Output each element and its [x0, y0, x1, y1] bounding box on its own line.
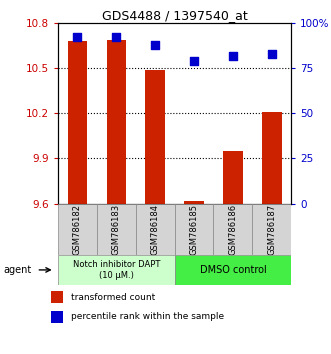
Bar	[252, 204, 291, 255]
Text: GSM786185: GSM786185	[190, 204, 199, 255]
Point	[75, 35, 80, 40]
Bar	[175, 204, 213, 255]
Bar	[223, 151, 243, 204]
Point	[230, 53, 236, 58]
Bar	[68, 41, 87, 204]
Bar	[58, 255, 175, 285]
Text: agent: agent	[3, 265, 31, 275]
Text: Notch inhibitor DAPT
(10 μM.): Notch inhibitor DAPT (10 μM.)	[72, 260, 160, 280]
Bar	[184, 200, 204, 204]
Text: GSM786187: GSM786187	[267, 204, 276, 255]
Title: GDS4488 / 1397540_at: GDS4488 / 1397540_at	[102, 9, 248, 22]
Point	[114, 35, 119, 40]
Text: transformed count: transformed count	[71, 293, 155, 302]
Point	[153, 42, 158, 47]
Text: percentile rank within the sample: percentile rank within the sample	[71, 312, 224, 321]
Text: GSM786183: GSM786183	[112, 204, 121, 255]
Bar	[175, 255, 291, 285]
Text: GSM786186: GSM786186	[228, 204, 237, 255]
Text: GSM786182: GSM786182	[73, 204, 82, 255]
Text: DMSO control: DMSO control	[200, 265, 266, 275]
Bar	[51, 291, 63, 303]
Bar	[136, 204, 175, 255]
Bar	[97, 204, 136, 255]
Bar	[213, 204, 252, 255]
Bar	[262, 112, 282, 204]
Point	[191, 58, 197, 64]
Point	[269, 51, 274, 57]
Bar	[107, 40, 126, 204]
Text: GSM786184: GSM786184	[151, 204, 160, 255]
Bar	[51, 311, 63, 322]
Bar	[58, 204, 97, 255]
Bar	[145, 70, 165, 204]
